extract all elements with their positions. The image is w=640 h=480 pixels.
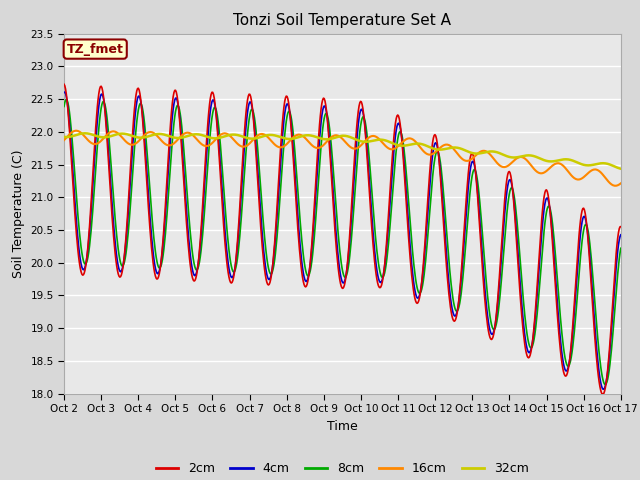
X-axis label: Time: Time	[327, 420, 358, 432]
Title: Tonzi Soil Temperature Set A: Tonzi Soil Temperature Set A	[234, 13, 451, 28]
Legend: 2cm, 4cm, 8cm, 16cm, 32cm: 2cm, 4cm, 8cm, 16cm, 32cm	[150, 457, 534, 480]
Y-axis label: Soil Temperature (C): Soil Temperature (C)	[12, 149, 25, 278]
Text: TZ_fmet: TZ_fmet	[67, 43, 124, 56]
